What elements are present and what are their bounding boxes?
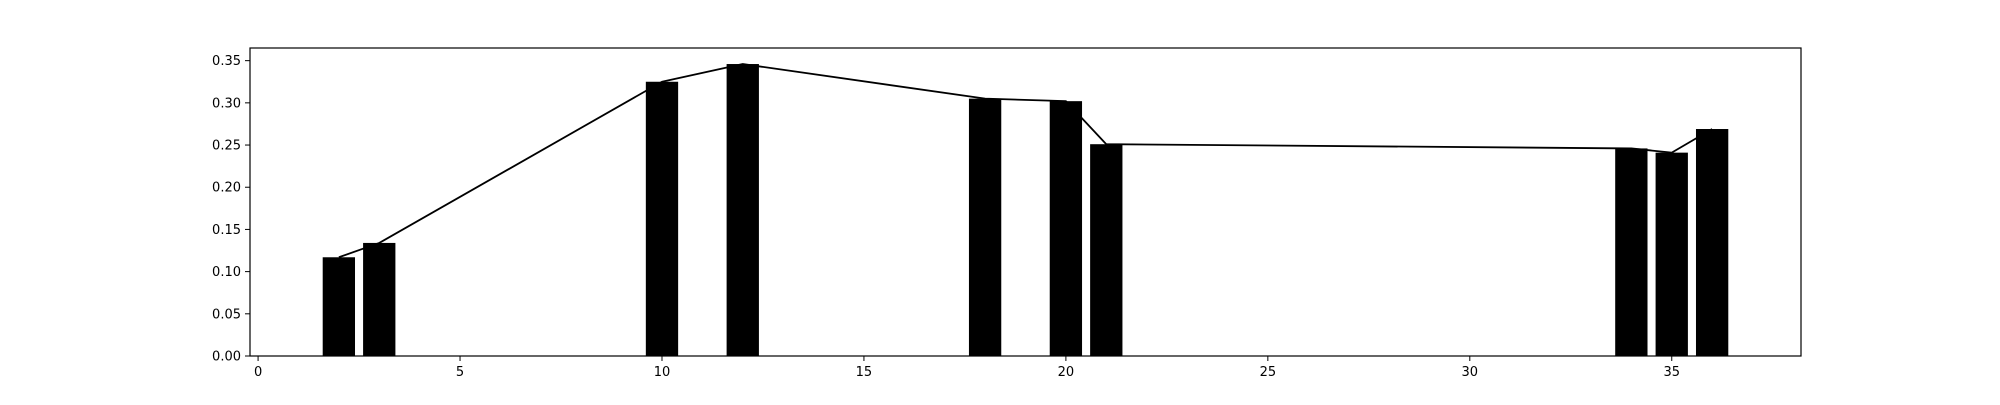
bar-5 bbox=[1049, 101, 1083, 356]
x-tick-label-1: 5 bbox=[456, 365, 464, 380]
x-tick-label-3: 15 bbox=[856, 365, 873, 380]
y-tick-label-4: 0.20 bbox=[212, 181, 241, 196]
x-tick-label-6: 30 bbox=[1462, 365, 1479, 380]
bar-4 bbox=[968, 98, 1002, 356]
x-tick-label-7: 35 bbox=[1663, 365, 1680, 380]
y-tick-label-6: 0.30 bbox=[212, 96, 241, 111]
plot-frame bbox=[249, 47, 1802, 357]
x-tick-label-2: 10 bbox=[654, 365, 671, 380]
y-tick-label-3: 0.15 bbox=[212, 223, 241, 238]
x-tick-label-0: 0 bbox=[254, 365, 262, 380]
y-tick-label-2: 0.10 bbox=[212, 265, 241, 280]
y-tick-label-1: 0.05 bbox=[212, 307, 241, 322]
axes-layer: 0 5 10 15 20 25 30 35 0.00 0.05 0.10 0.15 0.20 0.25 0.… bbox=[212, 47, 1802, 380]
series-line bbox=[338, 63, 1713, 259]
bars-layer bbox=[322, 64, 1729, 356]
bar-8 bbox=[1655, 152, 1688, 356]
bar-2 bbox=[645, 81, 679, 356]
bar-9 bbox=[1695, 129, 1729, 356]
y-tick-label-5: 0.25 bbox=[212, 139, 241, 154]
trend-line-layer bbox=[338, 63, 1713, 259]
y-tick-label-7: 0.35 bbox=[212, 54, 241, 69]
bar-7 bbox=[1615, 148, 1648, 356]
x-tick-label-4: 20 bbox=[1058, 365, 1075, 380]
y-tick-label-0: 0.00 bbox=[212, 350, 241, 365]
bar-0 bbox=[322, 257, 356, 356]
bar-6 bbox=[1090, 144, 1123, 356]
bar-1 bbox=[363, 242, 396, 356]
x-tick-label-5: 25 bbox=[1260, 365, 1277, 380]
bar-3 bbox=[726, 64, 759, 356]
